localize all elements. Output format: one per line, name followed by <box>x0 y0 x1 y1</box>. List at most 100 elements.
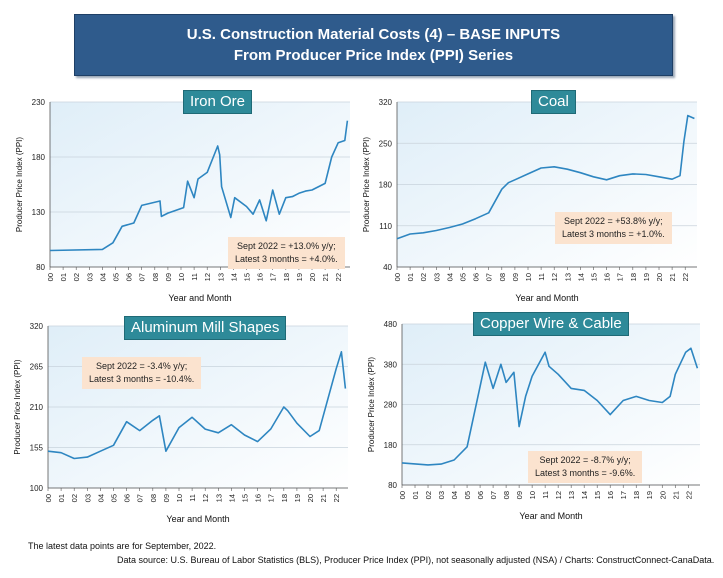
y-tick-label: 180 <box>379 181 393 190</box>
x-tick-label: 01 <box>411 491 420 499</box>
x-tick-label: 10 <box>528 491 537 499</box>
x-tick-label: 15 <box>243 273 252 281</box>
copper-wire-cable-chart: 80 180 280 380 480 00 01 02 03 04 05 06 07 08 09 10 11 12… <box>367 320 700 521</box>
aluminum-mill-shapes-chart: 100 155 210 265 320 00 01 02 03 04 05 06 07 08 09 10 11 1… <box>13 322 348 524</box>
y-tick-label: 180 <box>32 153 46 162</box>
annotation-aluminum-mill-shapes: Sept 2022 = -3.4% y/y; Latest 3 months =… <box>82 357 202 389</box>
x-tick-label: 14 <box>576 273 585 281</box>
x-tick-label: 04 <box>445 273 454 281</box>
x-tick-label: 21 <box>668 273 677 281</box>
x-tick-label: 13 <box>567 491 576 499</box>
x-tick-label: 02 <box>419 273 428 281</box>
y-tick-label: 480 <box>384 320 398 329</box>
x-tick-label: 17 <box>616 273 625 281</box>
x-tick-label: 11 <box>537 273 546 281</box>
x-tick-label: 08 <box>502 491 511 499</box>
annotation-line-1: Sept 2022 = +53.8% y/y; <box>564 216 663 226</box>
annotation-line-1: Sept 2022 = -8.7% y/y; <box>539 455 631 465</box>
annotation-line-2: Latest 3 months = +1.0%. <box>562 229 665 239</box>
x-tick-label: 18 <box>282 273 291 281</box>
x-tick-label: 16 <box>254 494 263 502</box>
x-tick-label: 20 <box>658 491 667 499</box>
y-tick-label: 130 <box>32 208 46 217</box>
y-tick-label: 155 <box>30 444 44 453</box>
x-tick-label: 00 <box>398 491 407 499</box>
x-tick-label: 19 <box>293 494 302 502</box>
x-tick-label: 04 <box>450 491 459 499</box>
x-tick-label: 17 <box>619 491 628 499</box>
chart-title-coal: Coal <box>531 90 576 114</box>
x-tick-label: 17 <box>269 273 278 281</box>
x-tick-label: 08 <box>498 273 507 281</box>
x-tick-label: 22 <box>334 273 343 281</box>
x-tick-label: 12 <box>201 494 210 502</box>
x-tick-label: 02 <box>70 494 79 502</box>
x-tick-label: 07 <box>485 273 494 281</box>
x-tick-label: 15 <box>241 494 250 502</box>
x-tick-label: 01 <box>406 273 415 281</box>
x-tick-label: 12 <box>554 491 563 499</box>
x-tick-label: 06 <box>125 273 134 281</box>
x-tick-label: 21 <box>319 494 328 502</box>
y-tick-label: 180 <box>384 441 398 450</box>
x-tick-label: 18 <box>629 273 638 281</box>
x-tick-label: 20 <box>655 273 664 281</box>
x-tick-label: 09 <box>511 273 520 281</box>
x-tick-label: 22 <box>332 494 341 502</box>
x-axis-label: Year and Month <box>515 293 578 303</box>
chart-panel-iron-ore: 80 130 180 230 00 01 02 03 04 05 06 07 08 09 10 11 12 13 1… <box>8 90 358 310</box>
x-tick-label: 18 <box>632 491 641 499</box>
y-tick-label: 40 <box>383 263 392 272</box>
coal-chart: 40 110 180 250 320 00 01 02 03 04 05 06 07 08 09 10 11 12… <box>362 98 697 303</box>
y-axis-label: Producer Price Index (PPI) <box>13 359 22 454</box>
x-tick-label: 04 <box>98 273 107 281</box>
x-tick-label: 06 <box>472 273 481 281</box>
annotation-line-2: Latest 3 months = -10.4%. <box>89 374 195 384</box>
x-tick-label: 00 <box>46 273 55 281</box>
x-tick-label: 19 <box>645 491 654 499</box>
x-tick-label: 14 <box>229 273 238 281</box>
x-tick-label: 16 <box>603 273 612 281</box>
x-tick-label: 16 <box>256 273 265 281</box>
x-tick-label: 05 <box>112 273 121 281</box>
chart-panel-aluminum-mill-shapes: 100 155 210 265 320 00 01 02 03 04 05 06 07 08 09 10 11 1… <box>8 316 358 536</box>
x-axis-label: Year and Month <box>519 511 582 521</box>
y-tick-label: 280 <box>384 401 398 410</box>
x-tick-label: 08 <box>149 494 158 502</box>
title-line-2: From Producer Price Index (PPI) Series <box>233 47 514 64</box>
y-tick-label: 320 <box>30 322 44 331</box>
x-tick-label: 22 <box>681 273 690 281</box>
chart-title-iron-ore: Iron Ore <box>183 90 253 114</box>
x-tick-label: 00 <box>44 494 53 502</box>
footer-note: The latest data points are for September… <box>28 541 217 551</box>
x-tick-label: 20 <box>306 494 315 502</box>
x-tick-label: 09 <box>164 273 173 281</box>
series-line <box>396 114 695 240</box>
y-axis-label: Producer Price Index (PPI) <box>15 137 24 232</box>
iron-ore-chart: 80 130 180 230 00 01 02 03 04 05 06 07 08 09 10 11 12 13 1… <box>15 98 350 303</box>
x-tick-label: 07 <box>138 273 147 281</box>
y-axis-label: Producer Price Index (PPI) <box>362 137 371 232</box>
x-tick-label: 15 <box>590 273 599 281</box>
x-tick-label: 12 <box>550 273 559 281</box>
series-line <box>49 120 349 252</box>
y-tick-label: 80 <box>388 481 397 490</box>
x-tick-label: 07 <box>136 494 145 502</box>
x-tick-label: 14 <box>227 494 236 502</box>
annotation-line-2: Latest 3 months = -9.6%. <box>535 468 636 478</box>
x-tick-label: 11 <box>541 491 550 499</box>
x-tick-label: 10 <box>177 273 186 281</box>
series-line <box>47 350 347 460</box>
y-axis-label: Producer Price Index (PPI) <box>367 357 376 452</box>
y-tick-label: 110 <box>379 222 392 231</box>
x-tick-label: 01 <box>57 494 66 502</box>
x-tick-label: 11 <box>188 494 197 502</box>
x-tick-label: 03 <box>83 494 92 502</box>
y-tick-label: 380 <box>384 360 398 369</box>
x-tick-label: 10 <box>175 494 184 502</box>
x-tick-label: 06 <box>123 494 132 502</box>
y-tick-label: 250 <box>379 139 393 148</box>
x-tick-label: 05 <box>110 494 119 502</box>
x-tick-label: 03 <box>85 273 94 281</box>
x-tick-label: 03 <box>437 491 446 499</box>
